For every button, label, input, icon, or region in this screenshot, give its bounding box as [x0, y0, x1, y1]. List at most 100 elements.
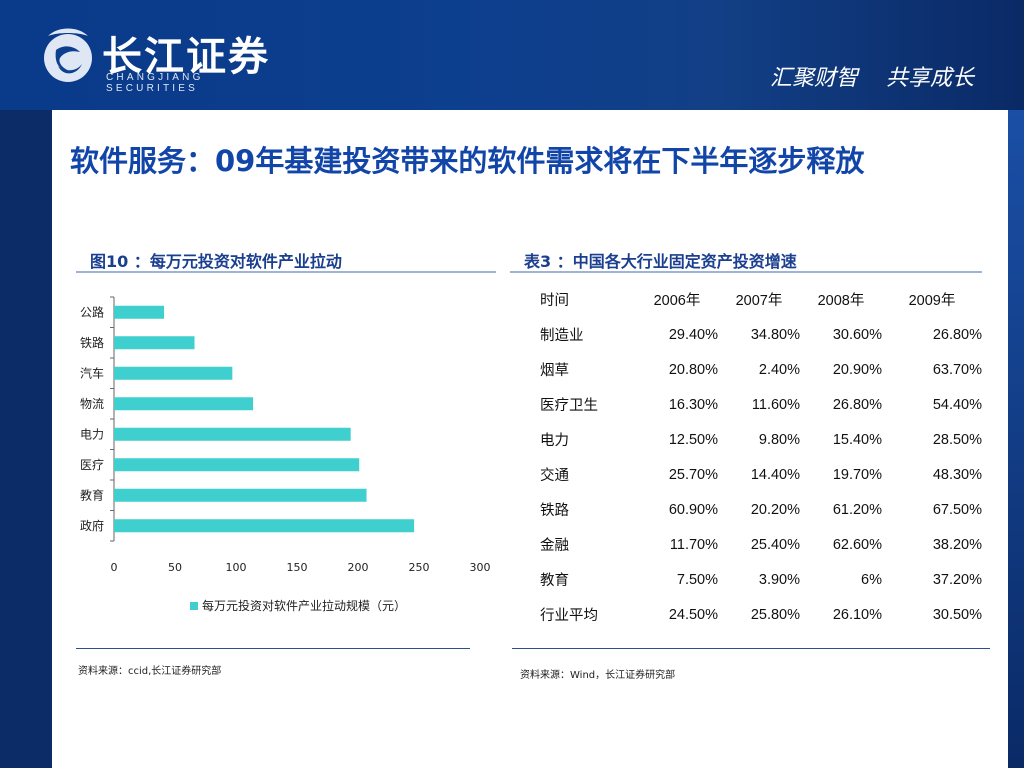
table-header-year: 2006年 — [653, 293, 701, 309]
x-tick-label: 300 — [470, 561, 491, 574]
table-cell: 54.40% — [932, 396, 982, 413]
table-cell: 25.80% — [750, 606, 800, 623]
table-cell: 3.90% — [758, 571, 800, 588]
investment-growth-table: 时间 2006年 2007年 2008年 2009年制造业 29.40% 34.80% 30.… — [522, 282, 1000, 632]
table-row: 金融 11.70% 25.40% 62.60% 38.20% — [522, 527, 1000, 562]
table-header-year: 2008年 — [817, 293, 865, 309]
table-heading-rule — [510, 271, 982, 273]
company-logo: 长江证券 CHANGJIANG SECURITIES — [38, 22, 288, 94]
slogan: 汇聚财智 共享成长 — [770, 66, 974, 91]
table-row: 医疗卫生 16.30% 11.60% 26.80% 54.40% — [522, 387, 1000, 422]
table-cell: 20.80% — [668, 361, 718, 378]
bar-5 — [114, 427, 351, 441]
table-cell: 2.40% — [758, 361, 800, 378]
table-cell: 26.10% — [832, 606, 882, 623]
table-cell: 20.90% — [832, 361, 882, 378]
table-cell: 24.50% — [668, 606, 718, 623]
bar-4 — [114, 397, 254, 411]
figure-heading-rule — [76, 271, 496, 273]
table-header-year: 2009年 — [908, 293, 956, 309]
x-tick-label: 100 — [226, 561, 247, 574]
table-row-label: 电力 — [540, 433, 569, 449]
table-cell: 26.80% — [932, 326, 982, 343]
slide-title: 软件服务：09年基建投资带来的软件需求将在下半年逐步释放 — [70, 144, 865, 178]
table-cell: 60.90% — [668, 501, 718, 518]
table-cell: 67.50% — [932, 501, 982, 518]
table-cell: 25.70% — [668, 466, 718, 483]
bar-6 — [114, 458, 360, 472]
right-edge-band — [1008, 110, 1024, 768]
logo-emblem-icon — [44, 28, 92, 82]
table-cell: 11.70% — [669, 536, 718, 553]
category-label: 电力 — [80, 427, 104, 441]
table-row-label: 烟草 — [540, 363, 569, 379]
figure-heading: 图10 ：每万元投资对软件产业拉动 — [90, 252, 342, 271]
table-row-label: 交通 — [540, 468, 569, 484]
header-band: 长江证券 CHANGJIANG SECURITIES 汇聚财智 共享成长 — [0, 0, 1024, 110]
bar-3 — [114, 366, 233, 380]
table-row: 教育 7.50% 3.90% 6% 37.20% — [522, 562, 1000, 597]
figure-source: 资料来源：ccid,长江证券研究部 — [78, 666, 222, 677]
table-cell: 19.70% — [832, 466, 882, 483]
table-cell: 20.20% — [750, 501, 800, 518]
table-cell: 7.50% — [676, 571, 718, 588]
category-label: 铁路 — [80, 335, 104, 350]
table-row: 交通 25.70% 14.40% 19.70% 48.30% — [522, 457, 1000, 492]
table-cell: 14.40% — [750, 466, 800, 483]
logo-english-name: CHANGJIANG SECURITIES — [106, 72, 204, 94]
table-row-label: 教育 — [540, 573, 569, 589]
table-cell: 62.60% — [832, 536, 882, 553]
table-cell: 30.60% — [832, 326, 882, 343]
category-label: 教育 — [80, 487, 104, 502]
table-row: 电力 12.50% 9.80% 15.40% 28.50% — [522, 422, 1000, 457]
category-label: 公路 — [80, 304, 104, 319]
logo-chinese-name: 长江证券 — [102, 34, 270, 80]
table-row-label: 医疗卫生 — [540, 398, 598, 414]
table-cell: 16.30% — [668, 396, 718, 413]
table-cell: 28.50% — [932, 431, 982, 448]
table-cell: 34.80% — [750, 326, 800, 343]
bar-2 — [114, 336, 195, 350]
table-row: 烟草 20.80% 2.40% 20.90% 63.70% — [522, 352, 1000, 387]
category-label: 物流 — [80, 397, 104, 411]
table-header-row: 时间 2006年 2007年 2008年 2009年 — [522, 282, 1000, 317]
table-row-label: 制造业 — [540, 328, 584, 344]
x-tick-label: 250 — [409, 561, 430, 574]
category-label: 医疗 — [80, 458, 104, 472]
table-cell: 12.50% — [668, 431, 718, 448]
x-tick-label: 150 — [287, 561, 308, 574]
bar-8 — [114, 519, 415, 533]
table-header-year: 2007年 — [735, 293, 783, 309]
table-cell: 11.60% — [751, 396, 800, 413]
table-cell: 29.40% — [668, 326, 718, 343]
table-cell: 63.70% — [932, 361, 982, 378]
table-row-label: 行业平均 — [540, 608, 598, 624]
table-row-label: 铁路 — [540, 503, 569, 519]
table-cell: 9.80% — [758, 431, 800, 448]
x-tick-label: 200 — [348, 561, 369, 574]
legend-swatch — [190, 602, 198, 610]
table-cell: 15.40% — [832, 431, 882, 448]
table-cell: 61.20% — [832, 501, 882, 518]
legend-label: 每万元投资对软件产业拉动规模（元） — [202, 598, 406, 613]
table-heading: 表3 ：中国各大行业固定资产投资增速 — [524, 252, 797, 271]
x-tick-label: 50 — [168, 561, 182, 574]
table-cell: 25.40% — [750, 536, 800, 553]
x-tick-label: 0 — [111, 561, 118, 574]
table-cell: 38.20% — [932, 536, 982, 553]
table-row-label: 金融 — [540, 538, 569, 554]
table-footer-rule — [512, 648, 990, 649]
table-row: 制造业 29.40% 34.80% 30.60% 26.80% — [522, 317, 1000, 352]
table-source: 资料来源：Wind，长江证券研究部 — [520, 670, 676, 681]
table-cell: 37.20% — [932, 571, 982, 588]
table-row: 铁路 60.90% 20.20% 61.20% 67.50% — [522, 492, 1000, 527]
table-header-label: 时间 — [540, 293, 569, 309]
bar-1 — [114, 305, 165, 319]
table-cell: 26.80% — [832, 396, 882, 413]
category-label: 汽车 — [80, 365, 104, 380]
category-label: 政府 — [80, 518, 104, 533]
table-cell: 6% — [861, 571, 882, 588]
bar-7 — [114, 488, 367, 502]
table-cell: 30.50% — [932, 606, 982, 623]
